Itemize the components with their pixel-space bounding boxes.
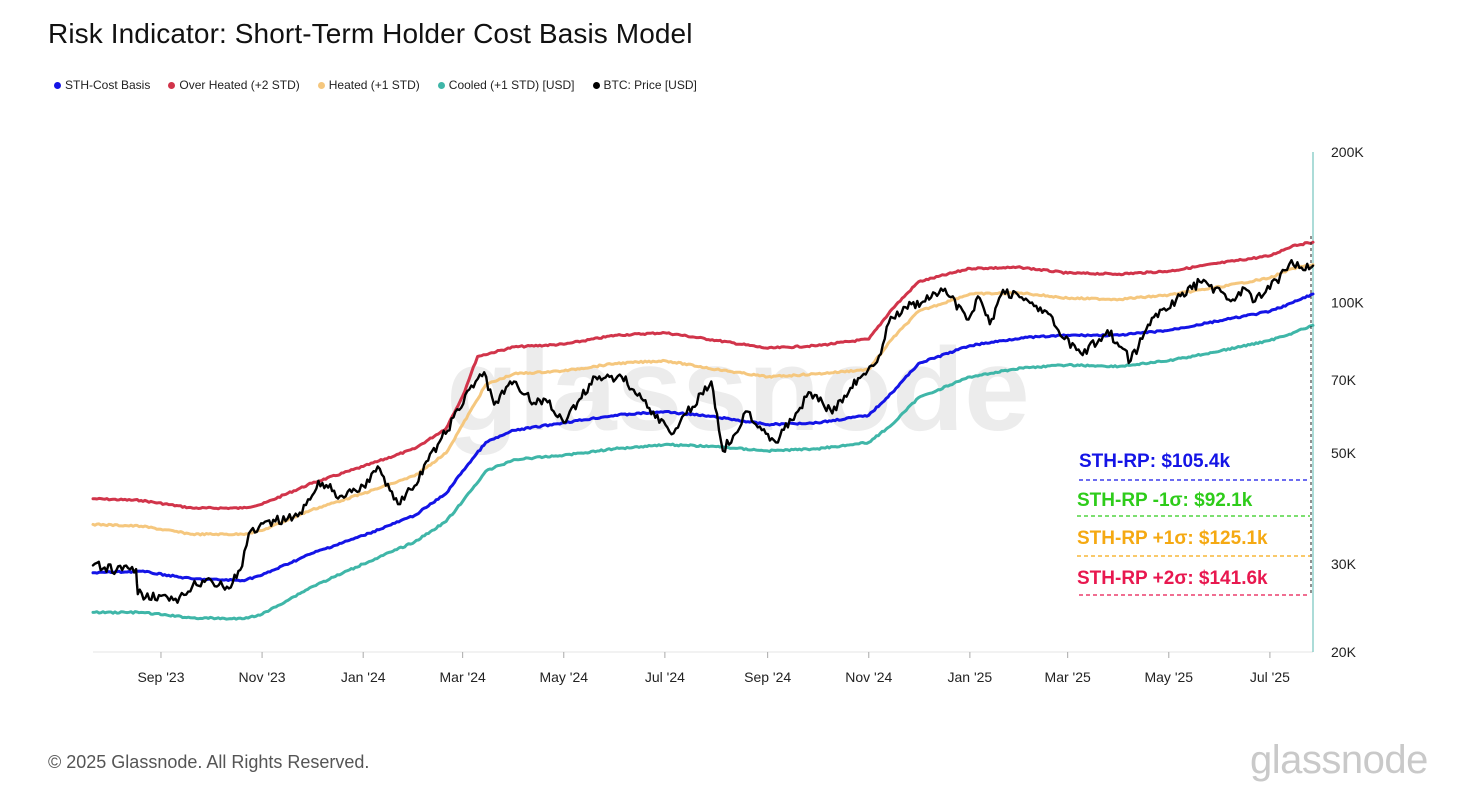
x-tick-label: Sep '23: [137, 669, 184, 685]
legend-label: Heated (+1 STD): [328, 78, 420, 92]
y-tick-label: 70K: [1331, 372, 1357, 388]
annotation-sth-rp: STH-RP: $105.4k: [1079, 451, 1230, 472]
series-line-btc-price-usd: [91, 259, 1315, 604]
y-tick-label: 50K: [1331, 445, 1357, 461]
legend-dot-icon: [592, 81, 600, 89]
y-tick-label: 100K: [1331, 295, 1364, 311]
x-tick-label: Jan '24: [341, 669, 386, 685]
x-tick-label: Jul '24: [645, 669, 685, 685]
y-tick-label: 20K: [1331, 644, 1357, 660]
y-tick-label: 200K: [1331, 144, 1364, 160]
legend-dot-icon: [437, 81, 445, 89]
legend-item-sth-cost-basis[interactable]: STH-Cost Basis: [54, 78, 150, 92]
x-tick-label: Nov '23: [239, 669, 286, 685]
y-tick-label: 30K: [1331, 556, 1357, 572]
legend-dot-icon: [54, 81, 61, 89]
legend-item-over-heated[interactable]: Over Heated (+2 STD): [168, 78, 300, 92]
annotation-sth-rp-plus-2sigma: STH-RP +2σ: $141.6k: [1077, 568, 1268, 589]
brand-logo: glassnode: [1250, 738, 1428, 782]
legend-dot-icon: [317, 81, 325, 89]
legend-label: Cooled (+1 STD) [USD]: [448, 78, 575, 92]
legend-label: STH-Cost Basis: [65, 78, 151, 92]
x-tick-label: May '24: [539, 669, 588, 685]
legend-label: BTC: Price [USD]: [603, 78, 697, 92]
x-tick-label: May '25: [1144, 669, 1193, 685]
legend-item-cooled[interactable]: Cooled (+1 STD) [USD]: [437, 78, 575, 92]
chart-legend: STH-Cost Basis Over Heated (+2 STD) Heat…: [54, 78, 697, 92]
series-line-cooled-1-std-usd: [91, 323, 1315, 621]
legend-dot-icon: [168, 81, 176, 89]
x-tick-label: Mar '24: [440, 669, 486, 685]
x-tick-label: Nov '24: [845, 669, 892, 685]
copyright-footer: © 2025 Glassnode. All Rights Reserved.: [48, 752, 370, 772]
annotation-sth-rp-plus-1sigma: STH-RP +1σ: $125.1k: [1077, 528, 1268, 549]
x-tick-label: Mar '25: [1045, 669, 1091, 685]
annotation-layer: STH-RP: $105.4k STH-RP -1σ: $92.1k STH-R…: [1077, 236, 1312, 596]
series-line-over-heated-2-std: [91, 240, 1315, 511]
x-tick-label: Jan '25: [948, 669, 993, 685]
x-tick-label: Jul '25: [1250, 669, 1290, 685]
legend-item-heated[interactable]: Heated (+1 STD): [317, 78, 420, 92]
legend-item-btc-price[interactable]: BTC: Price [USD]: [592, 78, 697, 92]
annotation-sth-rp-minus-1sigma: STH-RP -1σ: $92.1k: [1077, 490, 1253, 511]
series-layer: [91, 240, 1315, 621]
page-title: Risk Indicator: Short-Term Holder Cost B…: [48, 18, 693, 49]
legend-label: Over Heated (+2 STD): [179, 78, 300, 92]
axes-layer: Sep '23 Nov '23 Jan '24 Mar '24 May '24 Jul '…: [93, 144, 1364, 685]
x-tick-label: Sep '24: [744, 669, 791, 685]
